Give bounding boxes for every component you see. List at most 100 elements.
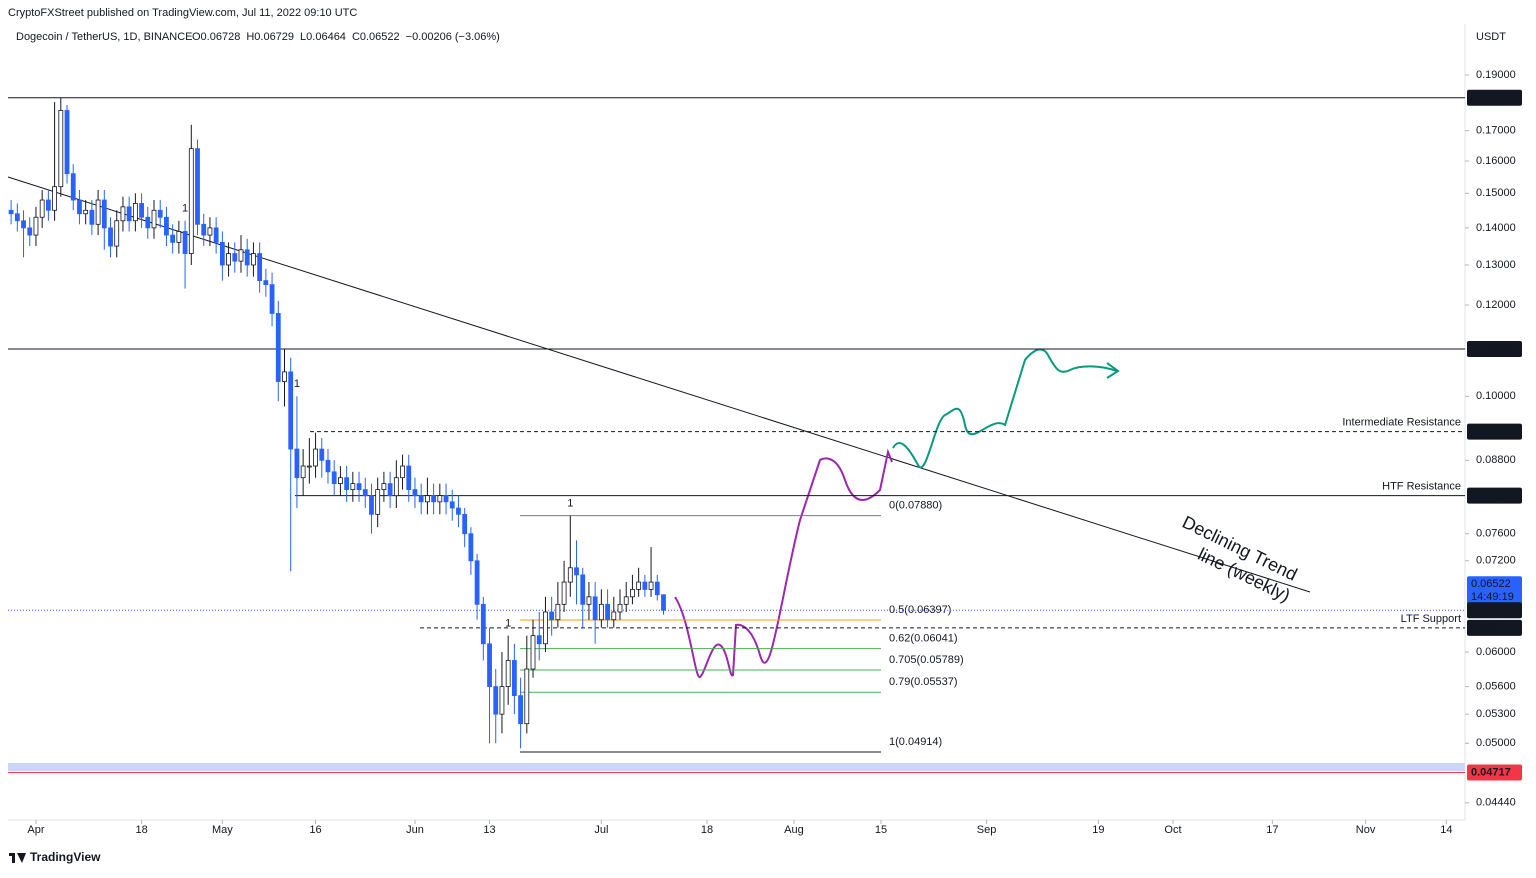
candle-body [350, 483, 356, 490]
candle-body [126, 206, 132, 222]
last-price-label: 0.06522 [1471, 578, 1511, 590]
candle-body [306, 465, 312, 468]
y-tick-label: 0.15000 [1476, 187, 1516, 199]
candle-body [52, 186, 57, 211]
fib-label: 1(0.04914) [889, 736, 942, 748]
candle-body [418, 495, 424, 503]
candle-body [338, 477, 343, 485]
price-tag [1467, 619, 1522, 636]
candle-body [170, 234, 176, 243]
candle-body [101, 199, 107, 229]
candle-body [132, 203, 138, 222]
candle-body [524, 668, 530, 725]
candle-body [437, 495, 443, 503]
candle-body [219, 241, 225, 266]
candle-body [257, 253, 263, 282]
candle-body [431, 495, 437, 503]
x-tick-label: Apr [27, 824, 44, 836]
candle-body [263, 280, 269, 286]
candle-body [182, 231, 188, 254]
y-tick-label: 0.05300 [1476, 708, 1516, 720]
candle-body [77, 199, 82, 215]
ohlc-value: L0.06464 [300, 31, 346, 43]
candle-body [238, 249, 244, 262]
candle-body [654, 581, 660, 596]
y-tick-label: 0.07200 [1476, 555, 1516, 567]
level-note: HTF Resistance [1382, 481, 1461, 493]
x-tick-label: 13 [483, 824, 495, 836]
candle-body [375, 489, 381, 515]
count-marker: 1 [505, 618, 511, 630]
candle-body [369, 495, 374, 515]
candle-body [487, 643, 492, 687]
candle-body [630, 588, 635, 598]
price-tag [1467, 423, 1522, 440]
price-tag-label: 0.09320 [1471, 425, 1511, 437]
candle-body [14, 213, 20, 222]
candle-body [393, 477, 399, 497]
candle-body [499, 686, 505, 715]
candle-body [642, 581, 648, 590]
price-tag [1467, 764, 1522, 781]
x-tick-label: Aug [784, 824, 804, 836]
price-tag [1467, 341, 1522, 358]
candle-body [33, 216, 39, 236]
candle-body [474, 560, 480, 605]
ohlc-value: C0.06522 [352, 31, 400, 43]
candle-body [661, 594, 666, 611]
candle-body [530, 635, 536, 670]
candle-body [648, 581, 654, 590]
candle-body [555, 603, 561, 621]
candle-body [294, 448, 300, 479]
candle-body [381, 483, 387, 490]
x-tick-label: 18 [135, 824, 147, 836]
x-tick-label: 15 [875, 824, 887, 836]
price-tag-label: 0.06522 [1471, 604, 1511, 616]
x-tick-label: 19 [1092, 824, 1104, 836]
y-tick-label: 0.10000 [1476, 390, 1516, 402]
candle-body [8, 209, 14, 215]
candle-body [468, 533, 474, 562]
candle-body [195, 148, 200, 225]
bearish-projection [674, 448, 893, 679]
candle-body [95, 199, 101, 225]
candle-body [325, 459, 331, 473]
candle-body [282, 371, 287, 382]
countdown: 14:49:19 [1471, 591, 1514, 603]
candle-body [617, 603, 623, 613]
candle-body [188, 148, 194, 254]
y-tick-label: 0.04440 [1476, 797, 1516, 809]
candle-body [536, 635, 542, 645]
candle-body [387, 483, 393, 497]
candle-body [27, 227, 33, 236]
candle-body [201, 223, 207, 236]
count-marker: 1 [182, 203, 188, 215]
publisher-line: CryptoFXStreet published on TradingView.… [8, 7, 357, 19]
candle-body [592, 596, 598, 621]
bullish-projection [892, 348, 1120, 469]
level-note: LTF Support [1401, 613, 1461, 625]
price-tag [1467, 602, 1522, 619]
x-tick-label: Oct [1164, 824, 1181, 836]
candle-body [605, 603, 610, 621]
ohlc-value: −0.00206 (−3.06%) [406, 31, 500, 43]
candle-body [288, 371, 294, 450]
y-tick-label: 0.13000 [1476, 259, 1516, 271]
candle-body [480, 603, 486, 645]
candle-body [331, 471, 337, 485]
candle-body [251, 253, 256, 266]
x-tick-label: 14 [1440, 824, 1452, 836]
candle-body [449, 501, 455, 509]
candle-body [586, 596, 592, 605]
candle-body [139, 203, 144, 218]
candle-body [39, 199, 45, 218]
symbol: Dogecoin / TetherUS, 1D, BINANCE [16, 31, 192, 43]
candle-body [543, 611, 548, 645]
candle-body [108, 227, 113, 247]
x-tick-label: Nov [1356, 824, 1376, 836]
candle-body [120, 206, 126, 222]
count-marker: 1 [567, 498, 573, 510]
branding: TradingView [30, 850, 101, 864]
candle-body [412, 489, 418, 497]
